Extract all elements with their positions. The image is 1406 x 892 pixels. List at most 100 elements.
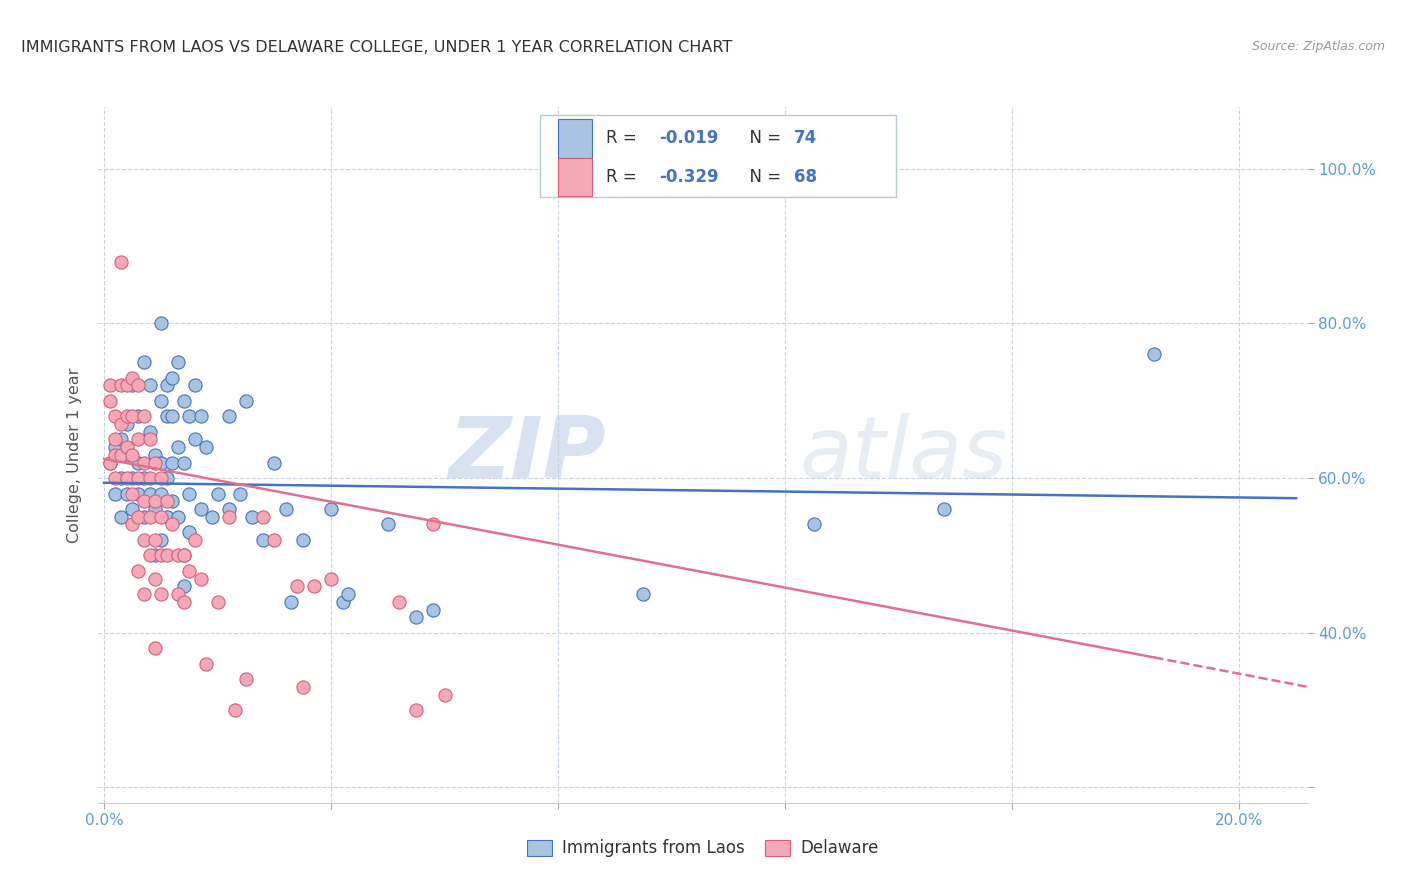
Point — [115, 448, 138, 462]
Point — [132, 494, 155, 508]
Point — [143, 494, 166, 508]
Point — [934, 502, 956, 516]
Point — [1143, 347, 1166, 361]
Point — [184, 433, 207, 447]
Point — [138, 486, 160, 500]
Point — [190, 572, 212, 586]
Point — [173, 549, 195, 563]
Point — [302, 579, 325, 593]
Point — [138, 378, 160, 392]
Point — [179, 486, 201, 500]
Point — [115, 486, 138, 500]
Point — [115, 417, 138, 431]
Point — [405, 703, 427, 717]
Point — [155, 409, 177, 424]
Point — [132, 509, 155, 524]
Point — [138, 509, 160, 524]
Point — [274, 502, 297, 516]
Point — [127, 486, 149, 500]
Point — [132, 456, 155, 470]
Point — [121, 448, 143, 462]
Point — [104, 440, 127, 454]
Point — [115, 378, 138, 392]
Point — [160, 409, 183, 424]
Point — [143, 448, 166, 462]
Point — [155, 549, 177, 563]
Point — [138, 549, 160, 563]
Text: -0.329: -0.329 — [659, 168, 718, 186]
Point — [190, 409, 212, 424]
Point — [132, 587, 155, 601]
Point — [115, 471, 138, 485]
Text: IMMIGRANTS FROM LAOS VS DELAWARE COLLEGE, UNDER 1 YEAR CORRELATION CHART: IMMIGRANTS FROM LAOS VS DELAWARE COLLEGE… — [21, 40, 733, 55]
Point — [195, 657, 218, 671]
Point — [291, 680, 314, 694]
Bar — [558, 120, 592, 158]
Point — [98, 378, 121, 392]
Point — [633, 587, 655, 601]
Point — [121, 471, 143, 485]
Point — [132, 533, 155, 547]
Point — [207, 595, 229, 609]
Point — [201, 509, 224, 524]
Point — [218, 409, 240, 424]
Point — [110, 433, 132, 447]
Point — [110, 254, 132, 268]
Point — [121, 502, 143, 516]
Point — [263, 533, 285, 547]
Point — [143, 549, 166, 563]
Point — [127, 409, 149, 424]
Legend: Immigrants from Laos, Delaware: Immigrants from Laos, Delaware — [520, 833, 886, 864]
Point — [195, 440, 218, 454]
Point — [98, 456, 121, 470]
Point — [388, 595, 411, 609]
Bar — [558, 158, 592, 196]
Point — [173, 393, 195, 408]
Point — [149, 393, 172, 408]
Point — [285, 579, 308, 593]
Point — [143, 502, 166, 516]
Point — [138, 471, 160, 485]
Text: N =: N = — [740, 168, 786, 186]
Point — [104, 448, 127, 462]
Point — [127, 471, 149, 485]
Point — [167, 549, 190, 563]
Point — [173, 456, 195, 470]
Point — [433, 688, 456, 702]
Point — [98, 456, 121, 470]
Point — [184, 533, 207, 547]
Point — [167, 509, 190, 524]
Text: R =: R = — [606, 168, 643, 186]
Point — [190, 502, 212, 516]
Point — [127, 456, 149, 470]
Point — [104, 471, 127, 485]
Text: -0.019: -0.019 — [659, 129, 718, 147]
Point — [321, 502, 343, 516]
Point — [173, 549, 195, 563]
Point — [218, 502, 240, 516]
Point — [173, 579, 195, 593]
Point — [121, 378, 143, 392]
Point — [110, 378, 132, 392]
FancyBboxPatch shape — [540, 115, 897, 197]
Point — [149, 533, 172, 547]
Point — [252, 509, 274, 524]
Text: R =: R = — [606, 129, 643, 147]
Point — [132, 355, 155, 369]
Point — [179, 525, 201, 540]
Point — [160, 517, 183, 532]
Text: ZIP: ZIP — [449, 413, 606, 497]
Point — [337, 587, 360, 601]
Point — [184, 378, 207, 392]
Point — [155, 471, 177, 485]
Point — [218, 509, 240, 524]
Point — [121, 370, 143, 384]
Point — [104, 433, 127, 447]
Point — [149, 456, 172, 470]
Point — [803, 517, 825, 532]
Point — [110, 417, 132, 431]
Point — [155, 509, 177, 524]
Point — [149, 549, 172, 563]
Point — [173, 595, 195, 609]
Point — [377, 517, 399, 532]
